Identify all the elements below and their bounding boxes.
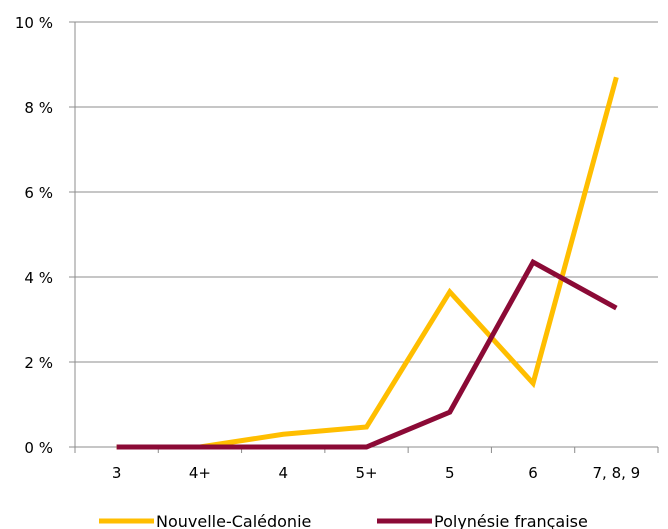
- x-tick-label: 7, 8, 9: [593, 464, 641, 482]
- x-tick-label: 6: [528, 464, 538, 482]
- y-tick-label: 4 %: [24, 269, 53, 287]
- x-tick-label: 5+: [355, 464, 377, 482]
- x-tick-label: 4+: [189, 464, 211, 482]
- legend-label-nouvelle-caledonie: Nouvelle-Calédonie: [156, 512, 311, 529]
- x-tick-label: 5: [445, 464, 455, 482]
- y-tick-label: 0 %: [24, 439, 53, 457]
- y-tick-label: 8 %: [24, 99, 53, 117]
- y-axis-tick-labels: 0 % 2 % 4 % 6 % 8 % 10 %: [15, 14, 53, 457]
- x-axis-tick-labels: 3 4+ 4 5+ 5 6 7, 8, 9: [112, 464, 640, 482]
- gridlines: [69, 21, 659, 453]
- series-lines: [116, 76, 619, 450]
- x-tick-label: 4: [278, 464, 288, 482]
- x-tick-label: 3: [112, 464, 122, 482]
- y-tick-label: 2 %: [24, 354, 53, 372]
- y-tick-label: 6 %: [24, 184, 53, 202]
- legend-label-polynesie-francaise: Polynésie française: [434, 512, 588, 529]
- y-tick-label: 10 %: [15, 14, 53, 32]
- legend: Nouvelle-Calédonie Polynésie française: [99, 512, 588, 529]
- series-line-nouvelle-caledonie: [116, 76, 619, 450]
